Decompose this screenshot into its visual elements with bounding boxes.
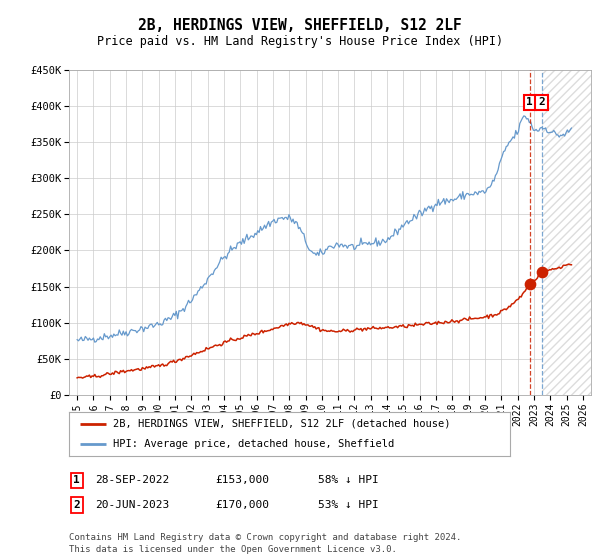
- Text: This data is licensed under the Open Government Licence v3.0.: This data is licensed under the Open Gov…: [69, 545, 397, 554]
- Text: 2B, HERDINGS VIEW, SHEFFIELD, S12 2LF (detached house): 2B, HERDINGS VIEW, SHEFFIELD, S12 2LF (d…: [113, 419, 451, 429]
- Text: 58% ↓ HPI: 58% ↓ HPI: [318, 475, 379, 486]
- Point: [525, 280, 535, 289]
- Text: Contains HM Land Registry data © Crown copyright and database right 2024.: Contains HM Land Registry data © Crown c…: [69, 533, 461, 542]
- Text: HPI: Average price, detached house, Sheffield: HPI: Average price, detached house, Shef…: [113, 439, 394, 449]
- Point: [537, 268, 547, 277]
- Text: 20-JUN-2023: 20-JUN-2023: [95, 500, 169, 510]
- Text: 2: 2: [538, 97, 545, 108]
- Text: £170,000: £170,000: [215, 500, 269, 510]
- Bar: [542, 70, 591, 395]
- Text: 2: 2: [73, 500, 80, 510]
- Bar: [542, 70, 591, 395]
- Text: 2B, HERDINGS VIEW, SHEFFIELD, S12 2LF: 2B, HERDINGS VIEW, SHEFFIELD, S12 2LF: [138, 18, 462, 32]
- Text: Price paid vs. HM Land Registry's House Price Index (HPI): Price paid vs. HM Land Registry's House …: [97, 35, 503, 49]
- Text: 53% ↓ HPI: 53% ↓ HPI: [318, 500, 379, 510]
- Text: 1: 1: [526, 97, 533, 108]
- Text: 1: 1: [73, 475, 80, 486]
- Text: £153,000: £153,000: [215, 475, 269, 486]
- Text: 28-SEP-2022: 28-SEP-2022: [95, 475, 169, 486]
